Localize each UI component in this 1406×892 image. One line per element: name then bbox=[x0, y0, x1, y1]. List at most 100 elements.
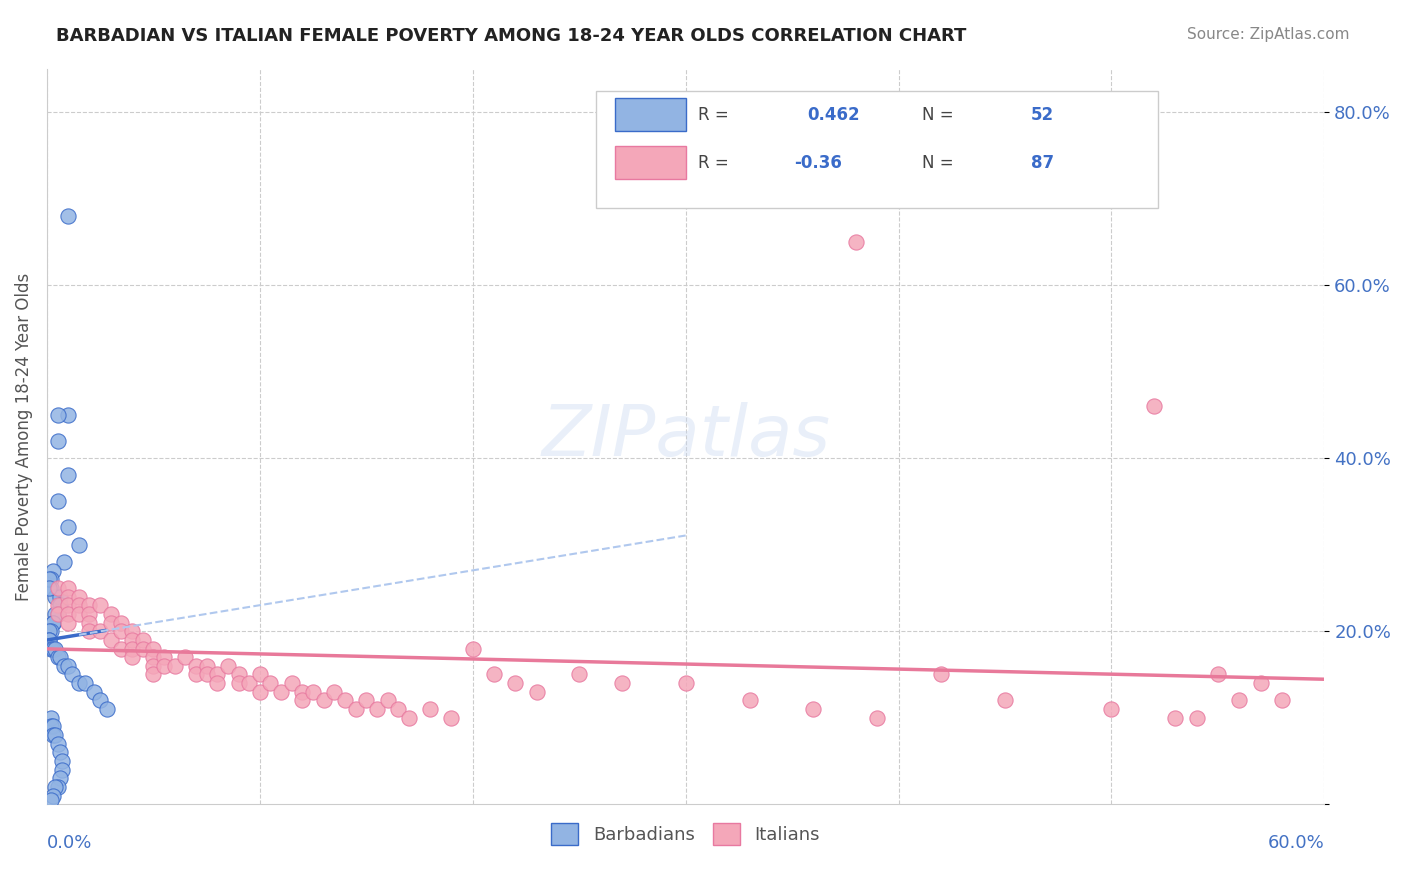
Bar bbox=[596, 91, 1159, 209]
Point bbox=[174, 650, 197, 665]
Point bbox=[312, 693, 335, 707]
Point bbox=[142, 667, 165, 681]
Point bbox=[419, 702, 441, 716]
Point bbox=[56, 468, 79, 483]
Text: N =: N = bbox=[922, 106, 959, 124]
Bar bbox=[616, 145, 686, 179]
Bar bbox=[616, 98, 686, 131]
Point bbox=[366, 702, 388, 716]
Point bbox=[344, 702, 367, 716]
Point bbox=[44, 641, 66, 656]
Point bbox=[153, 650, 176, 665]
Point bbox=[153, 658, 176, 673]
Point bbox=[302, 685, 325, 699]
Point bbox=[39, 581, 62, 595]
Point bbox=[994, 693, 1017, 707]
Point bbox=[1271, 693, 1294, 707]
Point bbox=[195, 658, 218, 673]
Point bbox=[52, 555, 75, 569]
Point bbox=[46, 434, 69, 448]
Point bbox=[62, 667, 84, 681]
Point bbox=[249, 667, 271, 681]
Point bbox=[42, 728, 65, 742]
Point bbox=[387, 702, 409, 716]
Text: Source: ZipAtlas.com: Source: ZipAtlas.com bbox=[1187, 27, 1350, 42]
Point bbox=[1164, 711, 1187, 725]
Point bbox=[39, 793, 62, 807]
Point bbox=[46, 408, 69, 422]
Point bbox=[46, 494, 69, 508]
Point bbox=[1250, 676, 1272, 690]
Point bbox=[89, 624, 111, 639]
Point bbox=[46, 780, 69, 794]
Point bbox=[48, 598, 70, 612]
Point bbox=[281, 676, 304, 690]
Point bbox=[56, 658, 79, 673]
Point bbox=[121, 650, 143, 665]
Text: R =: R = bbox=[699, 106, 734, 124]
Text: ZIPatlas: ZIPatlas bbox=[541, 402, 830, 471]
Point bbox=[377, 693, 399, 707]
Point bbox=[42, 641, 65, 656]
Point bbox=[142, 641, 165, 656]
Point bbox=[866, 711, 889, 725]
Point bbox=[67, 676, 90, 690]
Point bbox=[110, 624, 132, 639]
Point bbox=[270, 685, 292, 699]
Point bbox=[79, 624, 101, 639]
Point bbox=[610, 676, 633, 690]
Point bbox=[291, 693, 314, 707]
Point bbox=[42, 615, 65, 630]
Text: 0.0%: 0.0% bbox=[46, 834, 93, 852]
Point bbox=[228, 676, 250, 690]
Point bbox=[96, 702, 118, 716]
Point bbox=[42, 615, 65, 630]
Text: 0.462: 0.462 bbox=[807, 106, 859, 124]
Point bbox=[89, 693, 111, 707]
Point bbox=[929, 667, 952, 681]
Point bbox=[44, 780, 66, 794]
Point bbox=[131, 641, 153, 656]
Point bbox=[38, 632, 60, 647]
Point bbox=[100, 615, 122, 630]
Point bbox=[42, 564, 65, 578]
Point bbox=[46, 650, 69, 665]
Point bbox=[1185, 711, 1208, 725]
Point bbox=[39, 572, 62, 586]
Point bbox=[526, 685, 548, 699]
Point bbox=[56, 598, 79, 612]
Legend: Barbadians, Italians: Barbadians, Italians bbox=[543, 814, 830, 855]
Point bbox=[675, 676, 697, 690]
Point bbox=[131, 632, 153, 647]
Point bbox=[67, 598, 90, 612]
Point bbox=[42, 719, 65, 733]
Point bbox=[56, 581, 79, 595]
Point bbox=[1227, 693, 1250, 707]
Point bbox=[67, 607, 90, 621]
Point bbox=[39, 719, 62, 733]
Point bbox=[48, 590, 70, 604]
Point bbox=[121, 641, 143, 656]
Point bbox=[461, 641, 484, 656]
Point bbox=[56, 590, 79, 604]
Point bbox=[39, 641, 62, 656]
Point bbox=[38, 624, 60, 639]
Point bbox=[333, 693, 356, 707]
Point bbox=[56, 408, 79, 422]
Point bbox=[44, 728, 66, 742]
Point bbox=[44, 590, 66, 604]
Point bbox=[48, 745, 70, 759]
Point bbox=[52, 658, 75, 673]
Point bbox=[46, 737, 69, 751]
Point bbox=[67, 590, 90, 604]
Point bbox=[184, 658, 207, 673]
Y-axis label: Female Poverty Among 18-24 Year Olds: Female Poverty Among 18-24 Year Olds bbox=[15, 272, 32, 600]
Point bbox=[291, 685, 314, 699]
Point bbox=[1101, 702, 1123, 716]
Point bbox=[259, 676, 281, 690]
Point bbox=[195, 667, 218, 681]
Point bbox=[356, 693, 378, 707]
Point bbox=[738, 693, 761, 707]
Point bbox=[100, 607, 122, 621]
Point bbox=[39, 624, 62, 639]
